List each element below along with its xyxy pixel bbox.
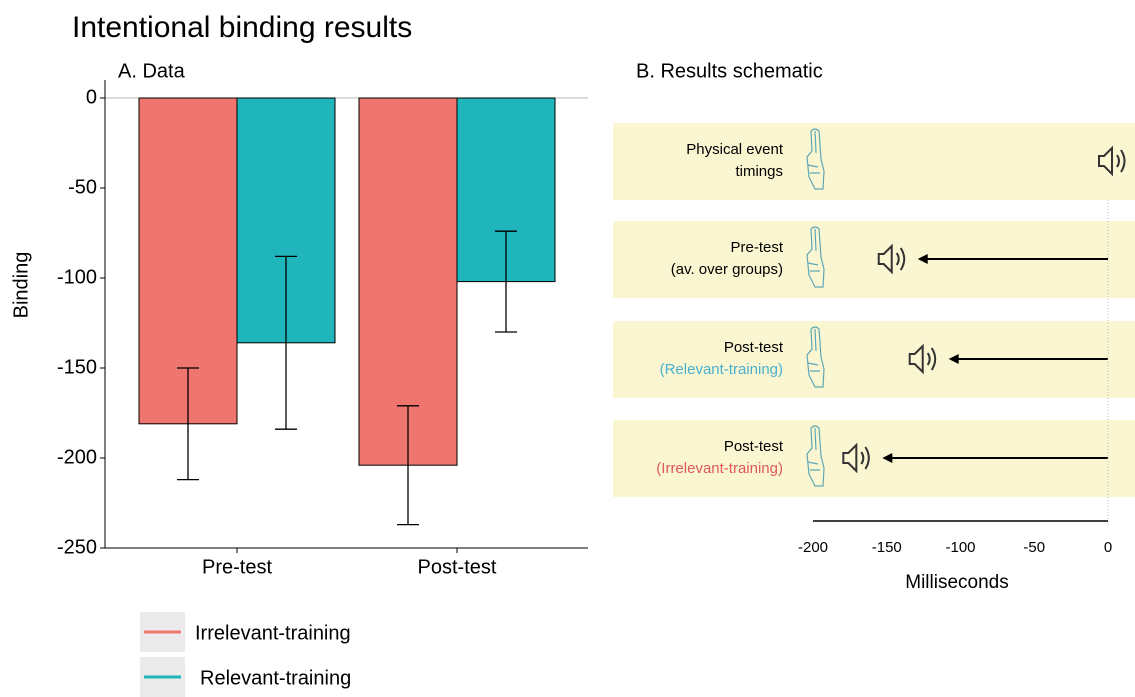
figure-title: Intentional binding results: [72, 11, 412, 44]
panel-title: B. Results schematic: [636, 60, 823, 82]
x-tick-label: Pre-test: [202, 556, 272, 578]
y-tick-label: -250: [57, 536, 97, 558]
x-tick-label: -150: [872, 539, 902, 556]
x-tick-label: 0: [1104, 539, 1112, 556]
y-tick-label: -150: [57, 356, 97, 378]
panel-title: A. Data: [118, 60, 186, 82]
figure: Intentional binding results A. Data Bindi…: [0, 0, 1135, 697]
row-label: (av. over groups): [671, 261, 783, 278]
x-axis-label: Milliseconds: [905, 572, 1008, 593]
row-label: Post-test: [724, 339, 784, 356]
y-axis-label: Binding: [10, 252, 32, 319]
row-label: timings: [735, 163, 783, 180]
x-tick-label: -200: [798, 539, 828, 556]
x-tick-label: -50: [1023, 539, 1045, 556]
row-label: (Relevant-training): [660, 361, 783, 378]
y-tick-label: 0: [86, 86, 97, 108]
x-tick-label: -100: [945, 539, 975, 556]
row-label: Physical event: [686, 141, 784, 158]
row-band: [613, 123, 1135, 200]
legend-label: Relevant-training: [200, 667, 351, 689]
y-tick-label: -200: [57, 446, 97, 468]
x-tick-label: Post-test: [418, 556, 497, 578]
row-label: Pre-test: [730, 239, 783, 256]
y-tick-label: -100: [57, 266, 97, 288]
y-tick-label: -50: [68, 176, 97, 198]
row-label: (Irrelevant-training): [656, 460, 783, 477]
legend-label: Irrelevant-training: [195, 622, 351, 644]
row-label: Post-test: [724, 438, 784, 455]
